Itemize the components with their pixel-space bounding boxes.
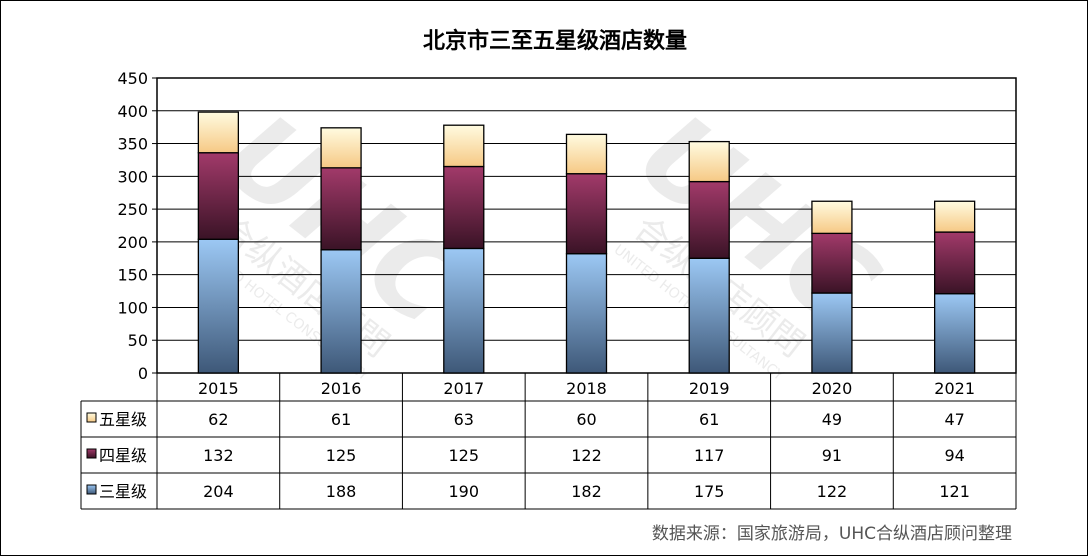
y-axis-ticks: 0 50 100 150 200 250 300 350 400 450 xyxy=(117,69,148,383)
bar-segment xyxy=(811,292,853,374)
bar-segment xyxy=(688,257,730,374)
table-cell: 49 xyxy=(822,410,842,429)
table-cell: 91 xyxy=(822,446,842,465)
chart-title: 北京市三至五星级酒店数量 xyxy=(423,28,687,54)
watermark: UHC合纵酒店顾問UNITED HOTEL CONSULTANCYUHC合纵酒店… xyxy=(196,89,901,384)
legend-swatch xyxy=(86,412,97,423)
bar-segment xyxy=(197,152,240,240)
category-label: 2019 xyxy=(689,379,730,398)
table-cell: 122 xyxy=(817,482,848,501)
legend-label: 四星级 xyxy=(99,446,147,465)
y-tick-label: 150 xyxy=(117,266,148,285)
y-tick-label: 350 xyxy=(117,135,148,154)
bars xyxy=(197,111,976,374)
table-cell: 125 xyxy=(449,446,480,465)
table-cell: 63 xyxy=(454,410,474,429)
table-cell: 61 xyxy=(331,410,351,429)
table-cell: 182 xyxy=(571,482,602,501)
table-cell: 121 xyxy=(939,482,970,501)
table-cell: 61 xyxy=(699,410,719,429)
table-cell: 175 xyxy=(694,482,725,501)
table-cell: 122 xyxy=(571,446,602,465)
bar-segment xyxy=(197,111,240,154)
bar-segment xyxy=(320,249,362,374)
legend-label: 三星级 xyxy=(99,482,147,501)
bar-segment xyxy=(933,200,976,233)
table-cell: 188 xyxy=(326,482,357,501)
table-cell: 60 xyxy=(576,410,596,429)
table-cell: 62 xyxy=(208,410,228,429)
y-tick-label: 100 xyxy=(117,298,148,317)
bar-segment xyxy=(565,133,608,175)
bar-segment xyxy=(565,173,608,255)
source-note: 数据来源：国家旅游局，UHC合纵酒店顾问整理 xyxy=(652,524,1012,544)
y-tick-label: 450 xyxy=(117,69,148,88)
watermark-logo: UHC合纵酒店顾問UNITED HOTEL CONSULTANCY xyxy=(611,89,901,384)
legend-swatch xyxy=(86,484,97,495)
bar-segment xyxy=(688,180,730,259)
legend-label: 五星级 xyxy=(99,410,147,429)
bar-segment xyxy=(197,238,240,374)
category-label: 2020 xyxy=(812,379,853,398)
bar-segment xyxy=(688,140,730,183)
category-label: 2017 xyxy=(443,379,484,398)
y-tick-label: 250 xyxy=(117,200,148,219)
bar-segment xyxy=(565,253,608,374)
table-cell: 204 xyxy=(203,482,234,501)
y-tick-label: 0 xyxy=(138,364,148,383)
table-cell: 190 xyxy=(449,482,480,501)
bar-segment xyxy=(933,231,976,295)
category-label: 2016 xyxy=(321,379,362,398)
bar-segment xyxy=(811,232,853,294)
y-tick-label: 400 xyxy=(117,102,148,121)
table-cell: 47 xyxy=(944,410,964,429)
bar-segment xyxy=(811,200,853,235)
table-cell: 125 xyxy=(326,446,357,465)
bar-segment xyxy=(443,165,485,250)
table-cell: 132 xyxy=(203,446,234,465)
bar-segment xyxy=(443,247,485,374)
table-cell: 94 xyxy=(944,446,964,465)
bar-segment xyxy=(443,124,485,168)
bar-segment xyxy=(933,293,976,374)
y-tick-label: 50 xyxy=(128,331,148,350)
bar-segment xyxy=(320,167,362,251)
y-tick-label: 200 xyxy=(117,233,148,252)
legend-swatch xyxy=(86,448,97,459)
category-label: 2015 xyxy=(198,379,239,398)
category-label: 2021 xyxy=(934,379,975,398)
y-tick-label: 300 xyxy=(117,167,148,186)
category-label: 2018 xyxy=(566,379,607,398)
table-cell: 117 xyxy=(694,446,725,465)
bar-segment xyxy=(320,127,362,169)
data-table: 2015 2016 2017 2018 2019 2020 2021 五星级 62 61 63 60 6… xyxy=(80,373,1017,510)
